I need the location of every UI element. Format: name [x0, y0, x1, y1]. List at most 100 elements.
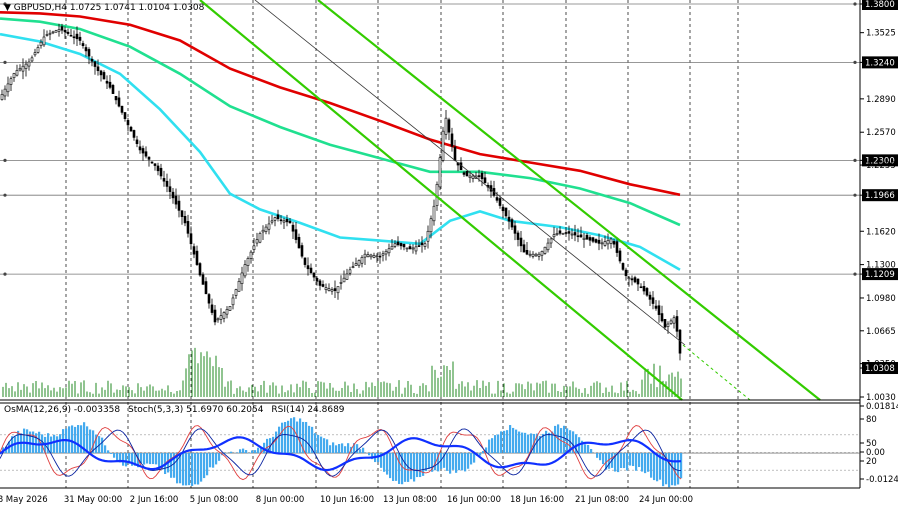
osma-bar: [623, 453, 626, 469]
time-label: 18 Jun 16:00: [510, 495, 564, 505]
price-label: 1.0980: [866, 294, 896, 304]
candle-body: [564, 232, 568, 234]
osma-bar: [176, 453, 179, 484]
indicator-label: 0.00: [866, 448, 885, 458]
candle-body: [552, 234, 556, 238]
candle-body: [189, 233, 193, 245]
candle-body: [387, 248, 391, 254]
osma-bar: [530, 433, 533, 454]
candle-body: [597, 239, 601, 244]
candle-body: [132, 130, 136, 138]
candle-body: [228, 306, 232, 311]
time-label: 31 May 00:00: [64, 495, 122, 505]
time-label: 8 Jun 00:00: [256, 495, 305, 505]
candle-body: [576, 235, 580, 238]
osma-bar: [128, 453, 131, 464]
candle-body: [216, 318, 220, 321]
candle-body: [177, 200, 181, 211]
level-marker: [853, 60, 857, 64]
rsi-label[interactable]: RSI(14) 24.8689: [271, 405, 345, 415]
price-label: 1.0308: [865, 364, 895, 374]
candle-body: [609, 238, 613, 244]
time-label: 16 Jun 00:00: [447, 495, 501, 505]
candle-body: [615, 241, 619, 253]
candle-body: [291, 224, 295, 232]
osma-bar: [401, 453, 404, 485]
candle-body: [363, 253, 367, 258]
price-tag: [862, 189, 898, 202]
candle-body: [594, 239, 598, 243]
symbol-label[interactable]: ▼ GBPUSD,H4: [4, 3, 67, 13]
osma-bar: [497, 434, 500, 454]
osma-bar: [119, 453, 122, 463]
candle-body: [471, 175, 475, 179]
candle-body: [558, 230, 562, 234]
candle-body: [168, 186, 172, 192]
candle-body: [270, 220, 274, 223]
osma-label[interactable]: OsMA(12,26,9) -0.003358: [4, 405, 121, 415]
osma-bar: [386, 453, 389, 475]
price-tag: [862, 268, 898, 281]
time-label: 5 Jun 08:00: [190, 495, 239, 505]
osma-bar: [53, 434, 56, 454]
candle-body: [429, 218, 433, 233]
candle-body: [660, 313, 664, 322]
candle-body: [78, 36, 82, 41]
osma-bar: [92, 430, 95, 454]
price-label: 1.1620: [866, 227, 896, 237]
osma-bar: [35, 433, 38, 454]
osma-bar: [662, 453, 665, 487]
osma-bar: [596, 453, 599, 458]
candle-body: [591, 237, 595, 242]
candle-body: [399, 243, 403, 247]
osma-bar: [26, 429, 29, 454]
osma-bar: [329, 445, 332, 454]
candle-body: [423, 243, 427, 247]
price-tag: [862, 0, 898, 10]
osma-bar: [650, 453, 653, 478]
osma-bar: [545, 430, 548, 454]
stoch-label[interactable]: Stoch(5,3,3) 51.6970 60.2054: [128, 405, 264, 415]
candle-body: [39, 41, 43, 47]
candle-body: [264, 226, 268, 232]
osma-bar: [125, 453, 128, 467]
candle-body: [12, 73, 16, 79]
main-plot-area: [0, 0, 860, 400]
candle-body: [36, 47, 40, 53]
candle-body: [288, 220, 292, 224]
osma-bar: [275, 431, 278, 454]
osma-bar: [197, 453, 200, 485]
indicator-label: -0.01245: [866, 475, 898, 485]
candle-body: [60, 26, 64, 31]
osma-bar: [425, 453, 428, 472]
osma-bar: [257, 447, 260, 454]
candle-body: [432, 205, 436, 222]
candle-body: [402, 243, 406, 248]
candle-body: [255, 239, 259, 244]
candle-body: [33, 52, 37, 56]
osma-bar: [491, 438, 494, 454]
candle-body: [75, 33, 79, 40]
osma-bar: [242, 448, 245, 454]
level-marker: [3, 158, 7, 162]
osma-bar: [668, 453, 671, 488]
candle-body: [87, 49, 91, 57]
osma-bar: [653, 453, 656, 481]
candle-body: [636, 278, 640, 285]
candle-body: [120, 105, 124, 113]
osma-bar: [152, 453, 155, 465]
candle-body: [369, 254, 373, 258]
candle-body: [393, 243, 397, 247]
osma-bar: [536, 433, 539, 454]
candle-body: [414, 246, 418, 252]
candle-body: [477, 175, 481, 177]
osma-bar: [326, 439, 329, 454]
osma-bar: [599, 453, 602, 461]
candle-body: [207, 294, 211, 304]
osma-bar: [215, 453, 218, 465]
candle-body: [504, 207, 508, 217]
candle-body: [285, 219, 289, 223]
candle-body: [666, 323, 670, 327]
